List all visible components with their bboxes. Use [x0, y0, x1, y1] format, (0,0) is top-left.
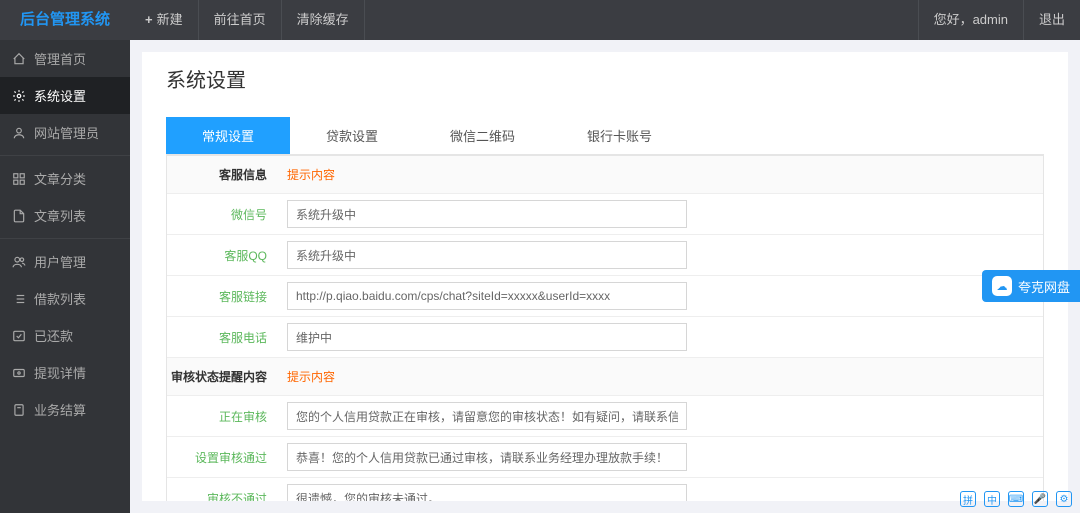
tab-general[interactable]: 常规设置 — [166, 117, 290, 154]
sidebar: 管理首页系统设置网站管理员文章分类文章列表用户管理借款列表已还款提现详情业务结算 — [0, 40, 130, 513]
field-label: 审核不通过 — [167, 480, 277, 502]
sidebar-item-repaid[interactable]: 已还款 — [0, 317, 130, 354]
ime-keyboard-icon[interactable]: ⌨ — [1008, 491, 1024, 507]
sidebar-item-users[interactable]: 用户管理 — [0, 243, 130, 280]
field-label: 正在审核 — [167, 398, 277, 435]
sidebar-item-label: 文章分类 — [34, 169, 86, 188]
field-row-service_link: 客服链接 — [167, 276, 1043, 317]
sidebar-item-label: 用户管理 — [34, 252, 86, 271]
sidebar-item-label: 提现详情 — [34, 363, 86, 382]
sidebar-item-label: 系统设置 — [34, 86, 86, 105]
sidebar-item-label: 管理首页 — [34, 49, 86, 68]
sidebar-item-admin[interactable]: 网站管理员 — [0, 114, 130, 151]
greeting-text: 您好，admin — [918, 0, 1023, 40]
calc-icon — [12, 403, 26, 417]
brand-logo: 后台管理系统 — [0, 0, 130, 40]
sidebar-item-label: 网站管理员 — [34, 123, 99, 142]
field-row-reviewing: 正在审核 — [167, 396, 1043, 437]
reviewing-input[interactable] — [287, 402, 687, 430]
sidebar-item-label: 借款列表 — [34, 289, 86, 308]
plus-icon — [145, 12, 157, 27]
users-icon — [12, 255, 26, 269]
field-row-rejected: 审核不通过 — [167, 478, 1043, 501]
section-note: 提示内容 — [277, 160, 1043, 189]
field-label: 客服电话 — [167, 319, 277, 356]
ime-bar: 拼 中 ⌨ 🎤 ⚙ — [960, 491, 1072, 507]
tab-wechat[interactable]: 微信二维码 — [414, 117, 551, 154]
ime-icon[interactable]: 拼 — [960, 491, 976, 507]
field-row-wechat_no: 微信号 — [167, 194, 1043, 235]
field-label: 设置审核通过 — [167, 439, 277, 476]
main-content: 系统设置 常规设置贷款设置微信二维码银行卡账号 客服信息提示内容微信号客服QQ客… — [142, 52, 1068, 501]
sidebar-item-label: 业务结算 — [34, 400, 86, 419]
logout-button[interactable]: 退出 — [1023, 0, 1080, 40]
field-row-service_phone: 客服电话 — [167, 317, 1043, 358]
section-label: 客服信息 — [167, 156, 277, 193]
gear-icon — [12, 89, 26, 103]
section-note: 提示内容 — [277, 362, 1043, 391]
clear-cache-button[interactable]: 清除缓存 — [282, 0, 365, 40]
field-label: 客服QQ — [167, 237, 277, 274]
tabs: 常规设置贷款设置微信二维码银行卡账号 — [166, 117, 1044, 155]
tab-bank[interactable]: 银行卡账号 — [551, 117, 688, 154]
page-title: 系统设置 — [166, 64, 1044, 93]
ime-settings-icon[interactable]: ⚙ — [1056, 491, 1072, 507]
field-row-approved: 设置审核通过 — [167, 437, 1043, 478]
service_phone-input[interactable] — [287, 323, 687, 351]
sidebar-item-category[interactable]: 文章分类 — [0, 160, 130, 197]
home-icon — [12, 52, 26, 66]
field-label: 客服链接 — [167, 278, 277, 315]
ime-mic-icon[interactable]: 🎤 — [1032, 491, 1048, 507]
tab-loan[interactable]: 贷款设置 — [290, 117, 414, 154]
sidebar-item-articles[interactable]: 文章列表 — [0, 197, 130, 234]
home-button[interactable]: 前往首页 — [199, 0, 282, 40]
service_qq-input[interactable] — [287, 241, 687, 269]
sidebar-item-settle[interactable]: 业务结算 — [0, 391, 130, 428]
new-button[interactable]: 新建 — [130, 0, 199, 40]
rejected-input[interactable] — [287, 484, 687, 501]
section-label: 审核状态提醒内容 — [167, 358, 277, 395]
section-header: 客服信息提示内容 — [167, 156, 1043, 194]
grid-icon — [12, 172, 26, 186]
file-icon — [12, 209, 26, 223]
sidebar-item-settings[interactable]: 系统设置 — [0, 77, 130, 114]
approved-input[interactable] — [287, 443, 687, 471]
field-label: 微信号 — [167, 196, 277, 233]
user-icon — [12, 126, 26, 140]
form-area: 客服信息提示内容微信号客服QQ客服链接客服电话审核状态提醒内容提示内容正在审核设… — [166, 155, 1044, 501]
sidebar-item-loans[interactable]: 借款列表 — [0, 280, 130, 317]
list-icon — [12, 292, 26, 306]
sidebar-item-label: 已还款 — [34, 326, 73, 345]
sidebar-item-withdraw[interactable]: 提现详情 — [0, 354, 130, 391]
sidebar-item-label: 文章列表 — [34, 206, 86, 225]
check-icon — [12, 329, 26, 343]
section-header: 审核状态提醒内容提示内容 — [167, 358, 1043, 396]
money-icon — [12, 366, 26, 380]
cloud-drive-button[interactable]: ☁ 夸克网盘 — [982, 270, 1080, 302]
ime-lang-icon[interactable]: 中 — [984, 491, 1000, 507]
wechat_no-input[interactable] — [287, 200, 687, 228]
field-row-service_qq: 客服QQ — [167, 235, 1043, 276]
sidebar-item-dashboard[interactable]: 管理首页 — [0, 40, 130, 77]
service_link-input[interactable] — [287, 282, 687, 310]
cloud-icon: ☁ — [992, 276, 1012, 296]
